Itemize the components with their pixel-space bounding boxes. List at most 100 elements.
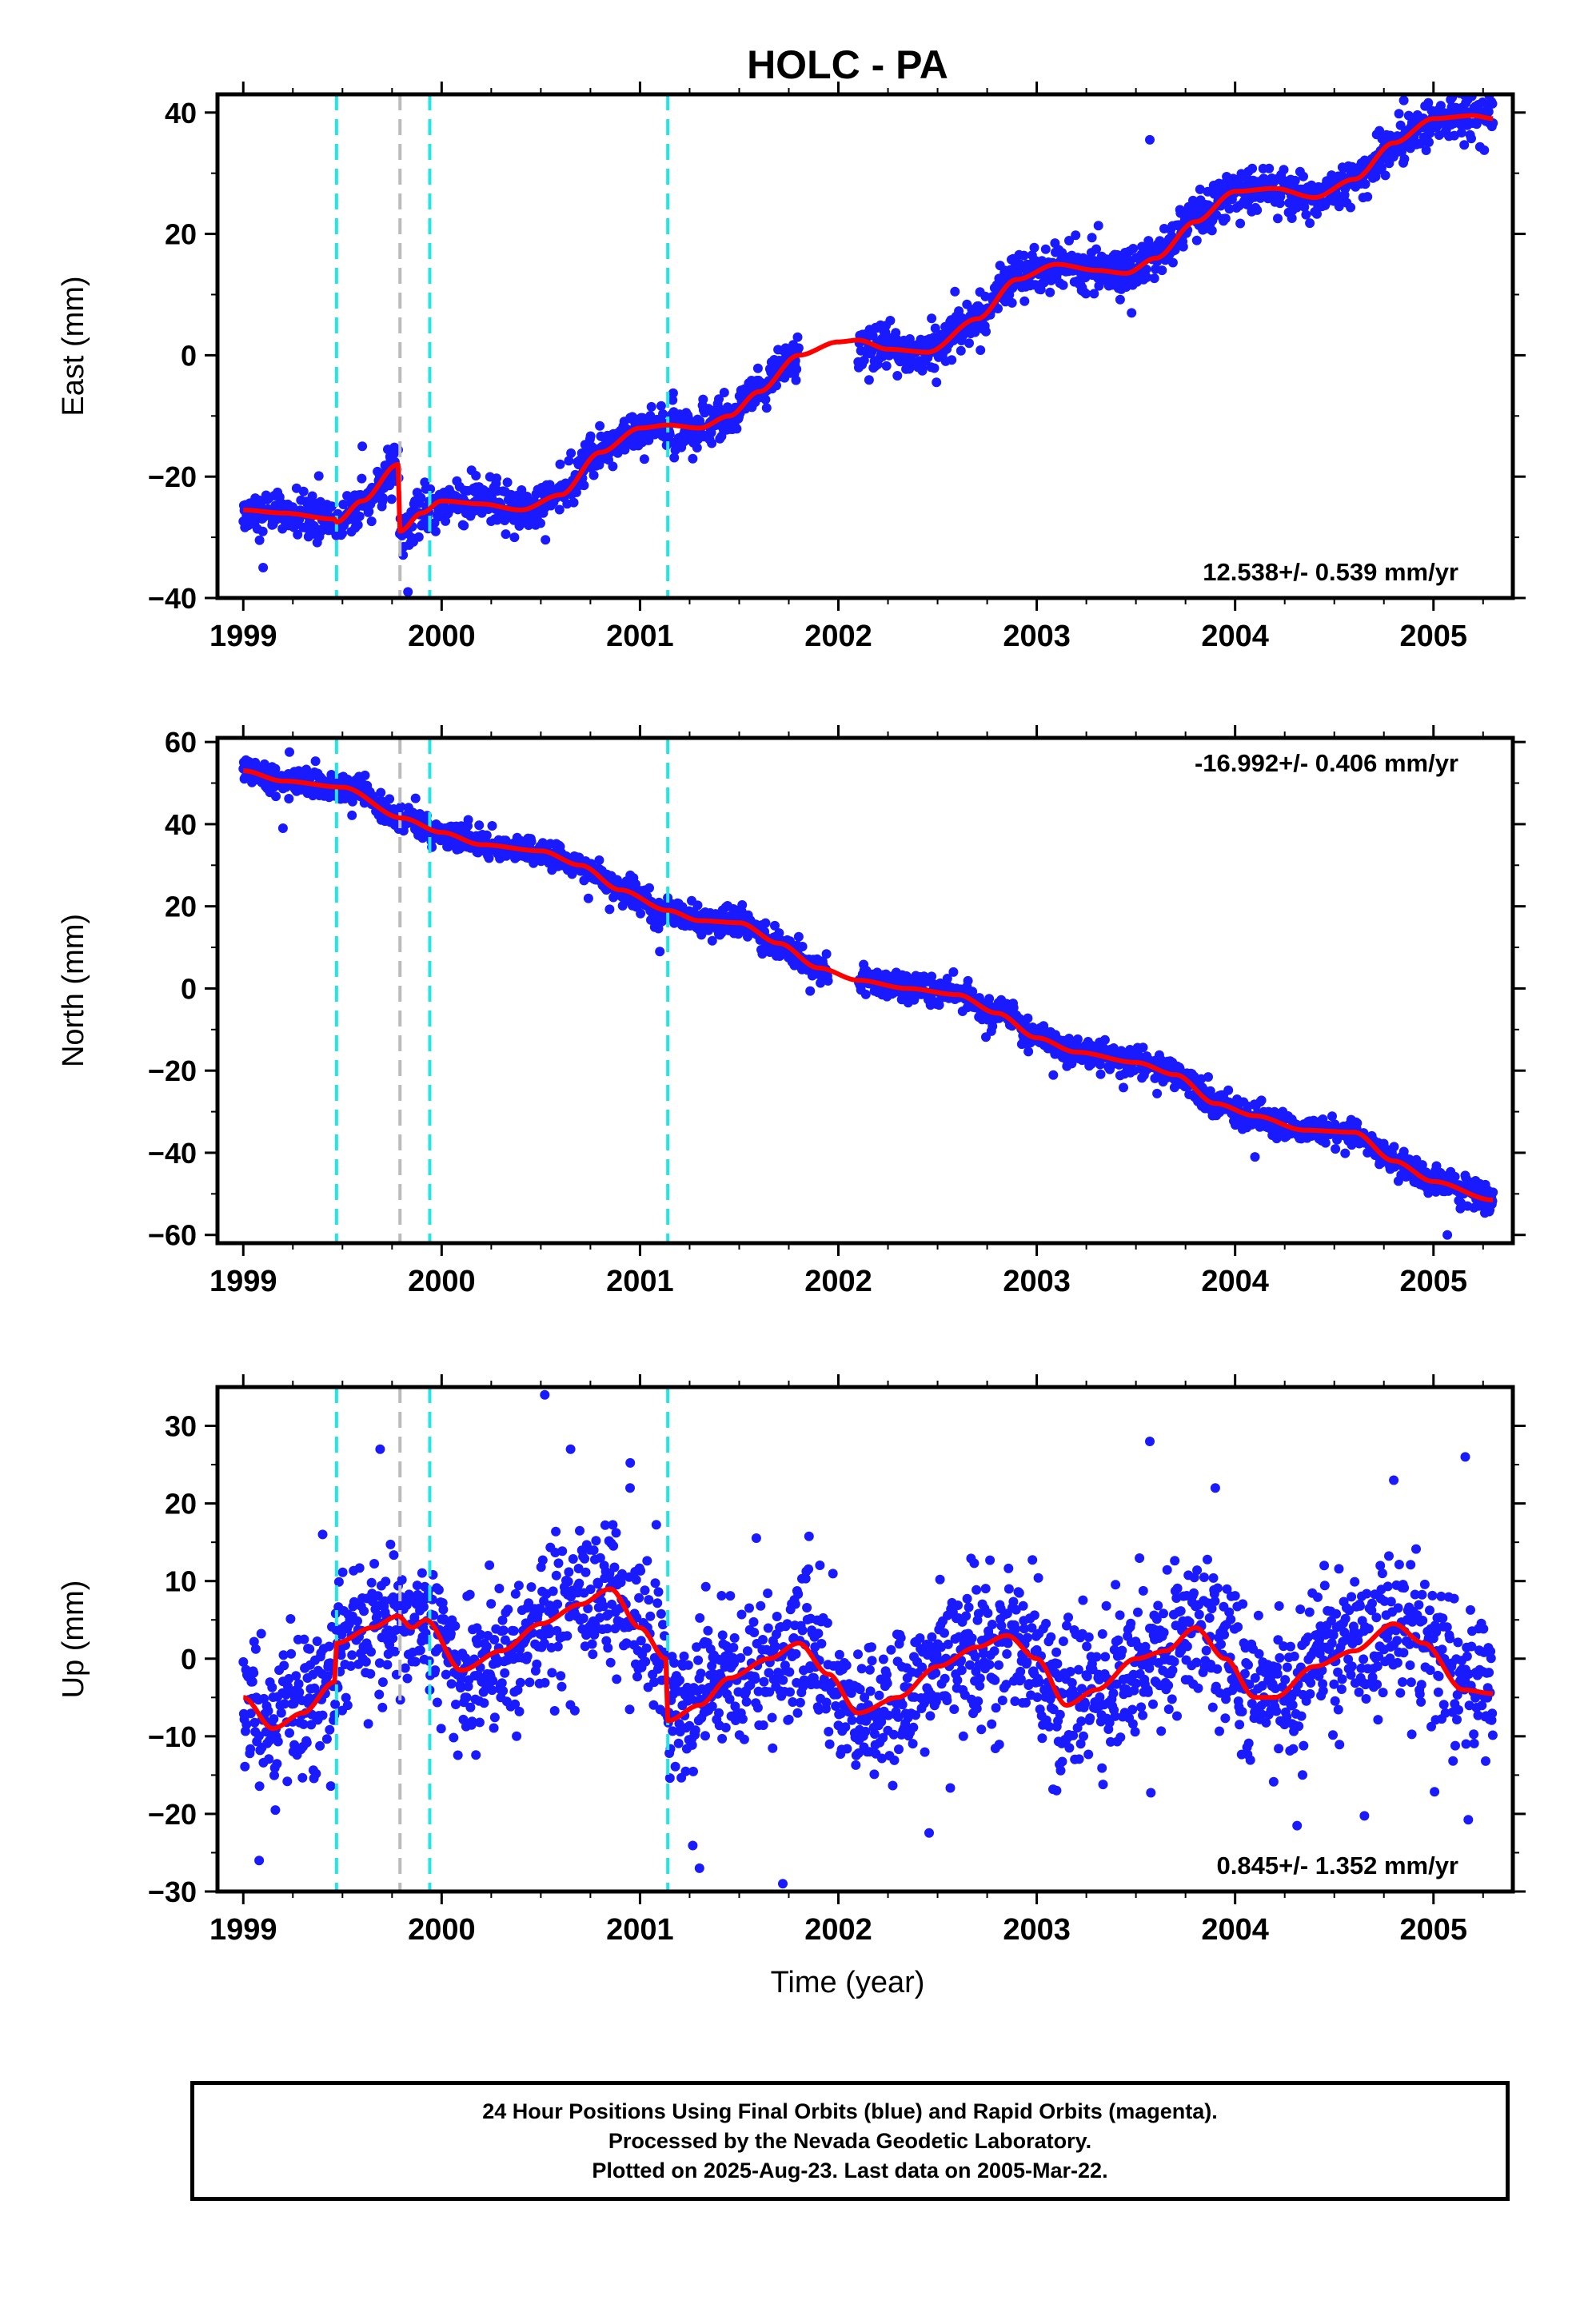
data-point (1059, 281, 1068, 290)
data-point (251, 1644, 261, 1654)
data-point (374, 1690, 384, 1700)
data-point (390, 1647, 400, 1656)
y-tick-label: 60 (165, 726, 197, 759)
data-point (441, 1670, 451, 1680)
data-point (385, 1540, 395, 1549)
data-point (693, 900, 703, 910)
data-point (240, 1762, 249, 1772)
data-points-up (238, 1390, 1498, 1889)
data-point (1457, 128, 1466, 138)
data-point (564, 1567, 573, 1577)
data-point (1139, 1042, 1148, 1052)
data-point (760, 395, 770, 405)
data-point (299, 487, 309, 496)
data-point (376, 788, 385, 798)
data-point (725, 1591, 735, 1600)
data-point (315, 1741, 325, 1751)
data-point (744, 1604, 754, 1613)
data-point (1424, 138, 1434, 147)
data-point (361, 771, 370, 780)
data-point (515, 1707, 525, 1716)
data-point (688, 1740, 697, 1750)
data-point (652, 1520, 661, 1529)
data-point (485, 853, 494, 863)
data-point (740, 1735, 749, 1744)
data-point (299, 1635, 309, 1644)
data-point (1157, 265, 1167, 275)
data-point (365, 1669, 375, 1679)
data-point (355, 1563, 365, 1573)
y-tick-label: 40 (165, 97, 197, 130)
data-point (1346, 203, 1355, 213)
data-point (612, 1528, 621, 1537)
data-point (1100, 1035, 1110, 1045)
data-point (527, 1582, 537, 1592)
data-point (285, 1614, 295, 1624)
data-point (1207, 225, 1217, 235)
data-point (453, 1751, 463, 1760)
data-point (1221, 213, 1231, 223)
data-point (501, 529, 511, 539)
data-point (608, 461, 617, 471)
data-point (532, 1660, 541, 1669)
data-point (701, 1582, 711, 1592)
data-point (632, 1575, 641, 1585)
data-point (511, 1589, 521, 1599)
data-point (1390, 1142, 1399, 1151)
data-point (318, 1711, 328, 1720)
data-point (721, 1723, 731, 1732)
data-point (581, 1568, 591, 1577)
data-point (255, 1781, 265, 1791)
data-point (471, 471, 481, 480)
data-point (378, 493, 388, 503)
data-point (385, 794, 394, 803)
data-point (772, 1612, 782, 1621)
data-point (1352, 1118, 1362, 1128)
data-point (792, 365, 801, 374)
data-point (286, 1649, 296, 1659)
data-point (950, 287, 960, 297)
data-point (494, 1584, 504, 1593)
data-point (490, 1712, 500, 1722)
data-point (305, 1644, 314, 1654)
data-point (570, 1706, 580, 1716)
data-point (976, 345, 985, 355)
data-point (541, 535, 550, 544)
data-point (302, 1738, 312, 1748)
data-point (591, 1536, 600, 1545)
data-point (1251, 1152, 1260, 1162)
data-point (651, 1578, 660, 1588)
x-tick-label: 2004 (1201, 1265, 1269, 1298)
data-point (1301, 210, 1311, 220)
data-point (778, 1676, 788, 1685)
data-point (956, 346, 966, 356)
data-point (588, 1640, 597, 1649)
data-point (1488, 1187, 1498, 1197)
data-point (752, 1533, 761, 1543)
data-point (264, 1754, 273, 1764)
data-point (381, 1577, 390, 1586)
data-point (486, 1599, 496, 1608)
data-point (272, 1759, 281, 1768)
data-point (245, 1744, 255, 1754)
data-point (1381, 170, 1390, 180)
data-point (367, 516, 377, 526)
data-point (357, 474, 366, 484)
data-point (1247, 164, 1257, 173)
data-point (743, 1646, 752, 1656)
data-point (451, 1700, 461, 1709)
data-point (918, 366, 928, 376)
data-point (297, 1773, 307, 1783)
y-tick-label: 20 (165, 218, 197, 251)
y-tick-label: 0 (181, 972, 197, 1005)
chart-title: HOLC - PA (747, 42, 948, 87)
data-point (580, 1554, 589, 1564)
data-point (359, 1606, 369, 1616)
data-point (1019, 297, 1029, 306)
data-point (594, 855, 604, 865)
data-point (703, 1626, 712, 1636)
data-point (696, 1668, 706, 1678)
data-point (1340, 1149, 1350, 1158)
data-point (555, 505, 565, 515)
data-point (498, 1686, 508, 1696)
